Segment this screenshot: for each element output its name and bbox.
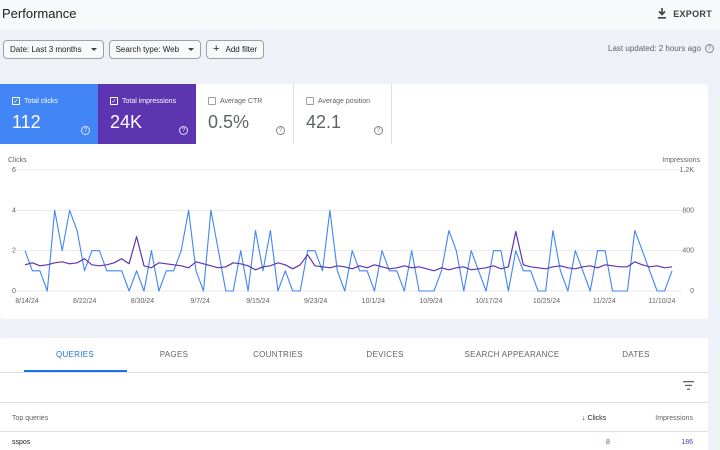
x-tick-label: 10/17/24 (475, 298, 502, 305)
page-title: Performance (2, 6, 77, 21)
tab-search-appearance[interactable]: SEARCH APPEARANCE (464, 350, 560, 359)
filter-bar: Date: Last 3 months Search type: Web + A… (0, 40, 265, 59)
x-tick-label: 8/30/24 (131, 298, 154, 305)
dropdown-caret-icon (90, 48, 97, 51)
column-header-clicks[interactable]: ↓ Clicks (582, 415, 606, 422)
dimension-panel: QUERIES PAGES COUNTRIES DEVICES SEARCH A… (0, 338, 708, 450)
metric-label: Total impressions (122, 97, 177, 105)
dimension-tabs: QUERIES PAGES COUNTRIES DEVICES SEARCH A… (0, 338, 708, 373)
checkbox-unchecked-icon[interactable] (306, 97, 314, 105)
download-icon (658, 8, 667, 19)
impressions-cell: 186 (681, 439, 693, 446)
x-tick-label: 9/7/24 (190, 298, 210, 305)
column-header-impressions[interactable]: Impressions (655, 415, 693, 422)
tab-queries[interactable]: QUERIES (55, 350, 95, 359)
y-tick-label-right: 800 (682, 207, 694, 214)
metric-cards: ✓ Total clicks 112 ? ✓ Total impressions 2… (0, 84, 392, 144)
checkbox-checked-icon[interactable]: ✓ (110, 97, 118, 105)
metric-value: 0.5% (208, 112, 250, 132)
metric-total-clicks[interactable]: ✓ Total clicks 112 ? (0, 84, 98, 144)
y-tick-label-right: 1.2K (680, 167, 695, 174)
metric-label: Average CTR (220, 97, 263, 105)
x-tick-label: 11/10/24 (649, 298, 676, 305)
plus-icon: + (213, 43, 220, 55)
x-tick-label: 10/9/24 (419, 298, 442, 305)
metric-average-ctr[interactable]: Average CTR 0.5% ? (196, 84, 294, 144)
column-header-clicks-label: Clicks (587, 415, 607, 422)
right-axis-label: Impressions (662, 157, 700, 164)
metric-average-position[interactable]: Average position 42.1 ? (294, 84, 392, 144)
x-tick-label: 11/2/24 (593, 298, 616, 305)
tab-devices[interactable]: DEVICES (366, 350, 404, 359)
metric-label: Total clicks (24, 97, 58, 105)
help-icon[interactable]: ? (276, 126, 285, 135)
tab-pages[interactable]: PAGES (159, 350, 189, 359)
search-type-chip[interactable]: Search type: Web (108, 40, 202, 59)
add-filter-button[interactable]: + Add filter (206, 40, 265, 59)
x-tick-label: 8/22/24 (73, 298, 96, 305)
export-button[interactable]: EXPORT (657, 8, 712, 19)
search-type-label: Search type: Web (115, 45, 180, 54)
metric-value: 24K (110, 112, 143, 132)
last-updated: Last updated: 2 hours ago ? (608, 44, 714, 53)
checkbox-unchecked-icon[interactable] (208, 97, 216, 105)
x-tick-label: 8/14/24 (15, 298, 38, 305)
export-label: EXPORT (673, 8, 712, 19)
help-icon[interactable]: ? (81, 126, 90, 135)
last-updated-text: Last updated: 2 hours ago (608, 44, 701, 53)
active-tab-indicator (24, 370, 127, 372)
filter-list-icon[interactable] (683, 381, 694, 390)
arrow-down-icon: ↓ (582, 415, 586, 422)
table-header: Top queries ↓ Clicks Impressions (0, 402, 708, 432)
x-tick-label: 10/25/24 (533, 298, 560, 305)
tab-countries[interactable]: COUNTRIES (253, 350, 303, 359)
query-cell: sspos (12, 439, 31, 446)
x-tick-label: 10/1/24 (362, 298, 385, 305)
dropdown-caret-icon (188, 48, 195, 51)
table-row[interactable]: sspos 8 186 (0, 432, 708, 450)
performance-chart[interactable]: 6 1.2K 4 800 2 400 0 0 8/14/24 8/22/24 8/30/24 9/7/… (0, 84, 708, 319)
y-tick-label-left: 6 (12, 167, 16, 174)
y-tick-label-left: 2 (12, 248, 16, 255)
date-filter-label: Date: Last 3 months (10, 45, 82, 54)
series-line-impressions (24, 230, 673, 272)
add-filter-label: Add filter (225, 45, 258, 54)
date-filter-chip[interactable]: Date: Last 3 months (3, 40, 104, 59)
y-tick-label-right: 0 (690, 288, 694, 295)
metric-label: Average position (318, 97, 371, 105)
left-axis-label: Clicks (8, 157, 27, 164)
help-icon[interactable]: ? (374, 126, 383, 135)
column-header-query: Top queries (12, 415, 49, 422)
series-line-clicks (24, 209, 673, 292)
checkbox-checked-icon[interactable]: ✓ (12, 97, 20, 105)
clicks-cell: 8 (606, 439, 610, 446)
help-icon[interactable]: ? (179, 126, 188, 135)
top-bar: Performance EXPORT (0, 0, 720, 30)
metric-value: 112 (12, 112, 41, 132)
help-icon[interactable]: ? (705, 44, 714, 53)
x-tick-label: 9/15/24 (246, 298, 269, 305)
metric-value: 42.1 (306, 112, 342, 132)
y-tick-label-left: 4 (12, 207, 16, 214)
tab-dates[interactable]: DATES (622, 350, 650, 359)
metric-total-impressions[interactable]: ✓ Total impressions 24K ? (98, 84, 196, 144)
x-tick-label: 9/23/24 (304, 298, 327, 305)
performance-card: ✓ Total clicks 112 ? ✓ Total impressions 2… (0, 84, 708, 319)
y-tick-label-right: 400 (682, 248, 694, 255)
y-tick-label-left: 0 (12, 288, 16, 295)
